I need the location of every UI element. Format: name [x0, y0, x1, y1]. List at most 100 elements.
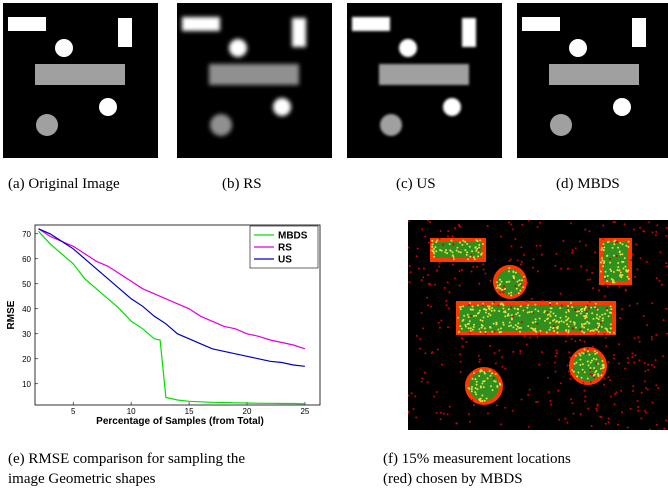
sample-point: [617, 247, 619, 249]
y-tick-label: 50: [22, 280, 31, 289]
sample-point: [585, 244, 587, 246]
sample-point: [575, 362, 577, 364]
sample-point: [427, 381, 429, 383]
sample-point: [619, 317, 621, 319]
sample-point: [644, 410, 646, 412]
sample-point: [614, 403, 616, 405]
sample-point: [508, 270, 510, 272]
sample-point: [605, 337, 607, 339]
sample-point: [499, 384, 501, 386]
sample-point: [601, 314, 603, 316]
sample-point: [613, 271, 615, 273]
sample-point: [605, 345, 607, 347]
sample-point: [588, 230, 590, 232]
sample-point: [499, 331, 501, 333]
sample-point: [661, 284, 663, 286]
sample-point: [549, 304, 551, 306]
legend-label: MBDS: [278, 231, 308, 242]
sample-point: [560, 293, 562, 295]
sample-point: [499, 288, 501, 290]
shape: [118, 18, 132, 47]
sample-point: [492, 302, 494, 304]
sample-point: [568, 371, 570, 373]
sample-point: [547, 314, 549, 316]
sample-point: [567, 364, 569, 366]
sample-point: [603, 246, 605, 248]
sample-point: [606, 280, 608, 282]
sample-point: [609, 268, 611, 270]
sample-point: [651, 231, 653, 233]
sample-point: [603, 333, 605, 335]
sample-point: [590, 367, 592, 369]
sample-point: [466, 251, 468, 253]
sample-point: [598, 375, 600, 377]
sample-point: [596, 352, 598, 354]
sample-point: [574, 363, 576, 365]
sample-point: [474, 258, 476, 260]
sample-point: [434, 284, 436, 286]
sample-point: [604, 313, 606, 315]
sample-point: [431, 240, 433, 242]
sample-point: [469, 302, 471, 304]
sample-point: [600, 270, 602, 272]
sample-point: [508, 292, 510, 294]
sample-point: [439, 238, 441, 240]
sample-point: [518, 292, 520, 294]
sample-point: [587, 350, 589, 352]
shape: [209, 64, 299, 85]
sample-point: [601, 260, 603, 262]
sample-point: [411, 392, 413, 394]
sample-point: [415, 416, 417, 418]
shape: [292, 18, 306, 47]
sample-point: [426, 297, 428, 299]
sample-point: [534, 328, 536, 330]
sample-point: [516, 328, 518, 330]
sample-point: [433, 248, 435, 250]
sample-point: [627, 269, 629, 271]
sample-point: [568, 325, 570, 327]
sample-point: [518, 327, 520, 329]
sample-point: [648, 221, 650, 223]
sample-point: [603, 384, 605, 386]
sample-point: [584, 309, 586, 311]
sample-point: [605, 271, 607, 273]
sample-point: [489, 314, 491, 316]
sample-point: [449, 249, 451, 251]
sample-point: [607, 275, 609, 277]
sample-point: [539, 245, 541, 247]
sample-point: [556, 352, 558, 354]
sample-point: [553, 319, 555, 321]
sample-point: [412, 408, 414, 410]
sample-point: [510, 294, 512, 296]
sample-point: [633, 228, 635, 230]
sample-point: [535, 331, 537, 333]
sample-point: [519, 283, 521, 285]
shape: [380, 114, 402, 136]
sample-point: [409, 281, 411, 283]
sample-point: [636, 303, 638, 305]
sample-point: [604, 295, 606, 297]
sample-point: [428, 283, 430, 285]
sample-point: [612, 247, 614, 249]
sample-point: [535, 401, 537, 403]
sample-point: [503, 288, 505, 290]
sample-point: [483, 308, 485, 310]
sample-point: [514, 285, 516, 287]
sample-point: [599, 416, 601, 418]
sample-point: [588, 307, 590, 309]
sample-point: [506, 281, 508, 283]
shape: [399, 39, 417, 57]
sample-point: [482, 380, 484, 382]
sample-point: [517, 281, 519, 283]
sample-point: [597, 363, 599, 365]
sample-point: [421, 312, 423, 314]
sample-point: [567, 309, 569, 311]
sample-point: [598, 331, 600, 333]
sample-point: [460, 251, 462, 253]
sample-point: [421, 279, 423, 281]
sample-point: [639, 341, 641, 343]
sample-point: [478, 251, 480, 253]
sample-point: [490, 280, 492, 282]
sample-point: [586, 316, 588, 318]
sample-point: [561, 304, 563, 306]
